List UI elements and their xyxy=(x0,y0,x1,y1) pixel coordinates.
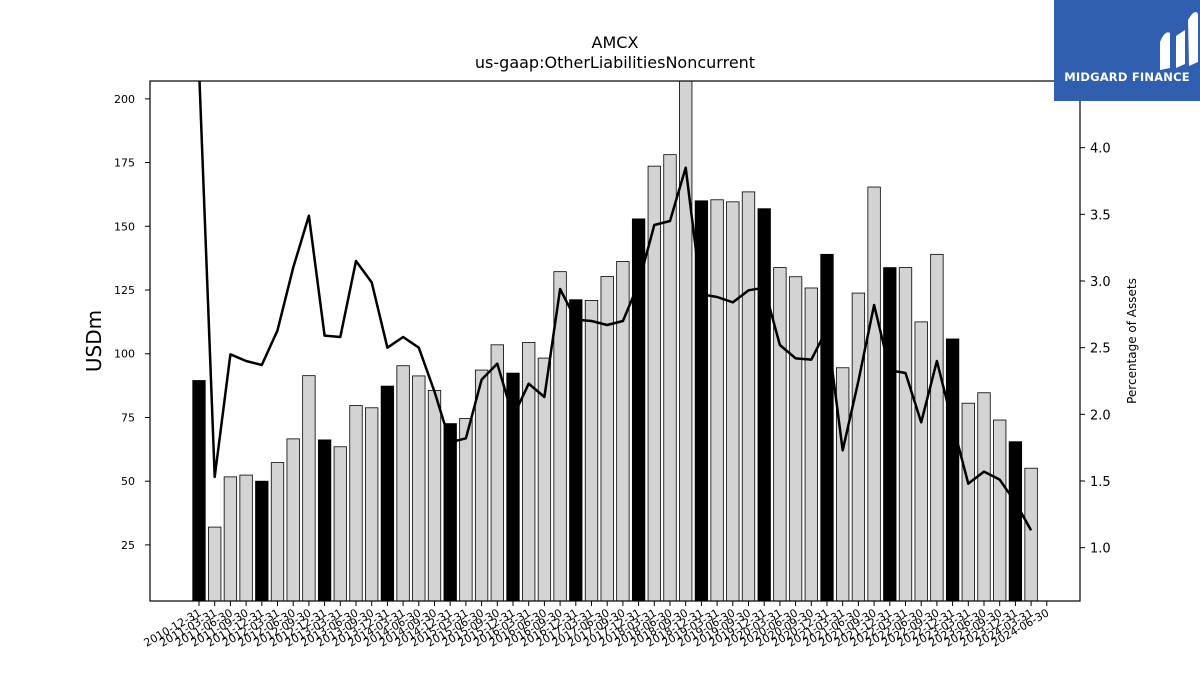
bar xyxy=(522,342,536,602)
bar xyxy=(757,208,771,602)
bar xyxy=(255,480,269,602)
y-tick-label-right: 1.0 xyxy=(1090,542,1111,557)
bar xyxy=(679,80,693,602)
logo: MIDGARD FINANCE xyxy=(1054,0,1200,101)
bar xyxy=(412,375,426,602)
bar xyxy=(365,407,379,602)
bar xyxy=(396,365,410,602)
y-tick-label-left: 25 xyxy=(121,539,135,552)
plot-frame xyxy=(149,80,1081,602)
bar xyxy=(930,253,944,602)
y-tick-label-right: 3.5 xyxy=(1090,208,1111,223)
midgard-logo-icon xyxy=(1160,12,1198,70)
bar xyxy=(726,201,740,602)
chart-title: AMCX xyxy=(592,33,639,52)
bar xyxy=(914,321,928,602)
bar xyxy=(474,369,489,602)
y-axis-right: 1.0 1.5 2.0 2.5 3.0 3.5 4.0 xyxy=(1080,142,1111,557)
y-tick-label-left: 175 xyxy=(114,157,135,170)
bar xyxy=(286,438,300,602)
bar xyxy=(945,338,960,602)
bar xyxy=(239,474,253,602)
bar xyxy=(223,476,238,602)
bar xyxy=(208,526,222,602)
bar xyxy=(631,218,646,602)
bar xyxy=(977,392,991,602)
y-tick-label-left: 150 xyxy=(114,220,135,233)
y-tick-label-left: 200 xyxy=(114,93,135,106)
y-tick-label-right: 4.0 xyxy=(1090,142,1111,157)
y-tick-label-left: 50 xyxy=(121,475,135,488)
bar xyxy=(1008,441,1023,602)
bar xyxy=(427,390,442,602)
chart-subtitle: us-gaap:OtherLiabilitiesNoncurrent xyxy=(475,53,755,72)
bar xyxy=(569,299,583,602)
bar xyxy=(820,253,834,602)
bar xyxy=(317,439,332,602)
bar xyxy=(788,276,803,602)
bar xyxy=(349,405,363,602)
bar xyxy=(961,402,975,602)
bar xyxy=(1024,467,1038,602)
logo-text: MIDGARD FINANCE xyxy=(1064,70,1190,84)
bar xyxy=(836,367,850,602)
y-axis-label-left: USDm xyxy=(82,310,106,372)
bar xyxy=(883,267,897,602)
y-axis-label-right: Percentage of Assets xyxy=(1125,278,1139,404)
y-tick-label-left: 125 xyxy=(114,284,135,297)
bar xyxy=(741,191,756,602)
bar xyxy=(380,385,395,602)
y-tick-label-right: 1.5 xyxy=(1090,475,1111,490)
bar xyxy=(459,418,473,602)
line-series xyxy=(198,81,1033,531)
y-axis-left: 25 50 75 100 125 150 175 200 xyxy=(114,93,150,552)
y-tick-label-right: 3.0 xyxy=(1090,275,1111,290)
y-tick-label-right: 2.5 xyxy=(1090,342,1111,357)
bar xyxy=(710,199,724,602)
bar xyxy=(192,380,206,602)
bar xyxy=(898,267,913,602)
y-tick-label-left: 100 xyxy=(114,348,135,361)
bar xyxy=(773,267,787,602)
bar xyxy=(270,462,285,602)
bar xyxy=(443,423,457,602)
bar xyxy=(584,300,599,602)
x-axis: 2010-12-312011-03-312011-06-302011-09-30… xyxy=(142,601,1051,650)
y-tick-label-right: 2.0 xyxy=(1090,408,1111,423)
bar xyxy=(647,165,661,602)
y-tick-label-left: 75 xyxy=(121,411,135,424)
bar xyxy=(993,419,1007,602)
bar xyxy=(867,186,881,602)
bars-group xyxy=(192,80,1038,602)
bar xyxy=(333,446,347,602)
bar xyxy=(302,375,316,602)
bar xyxy=(490,344,504,602)
bar xyxy=(851,292,866,602)
line-group xyxy=(198,81,1033,531)
bar xyxy=(804,287,818,602)
